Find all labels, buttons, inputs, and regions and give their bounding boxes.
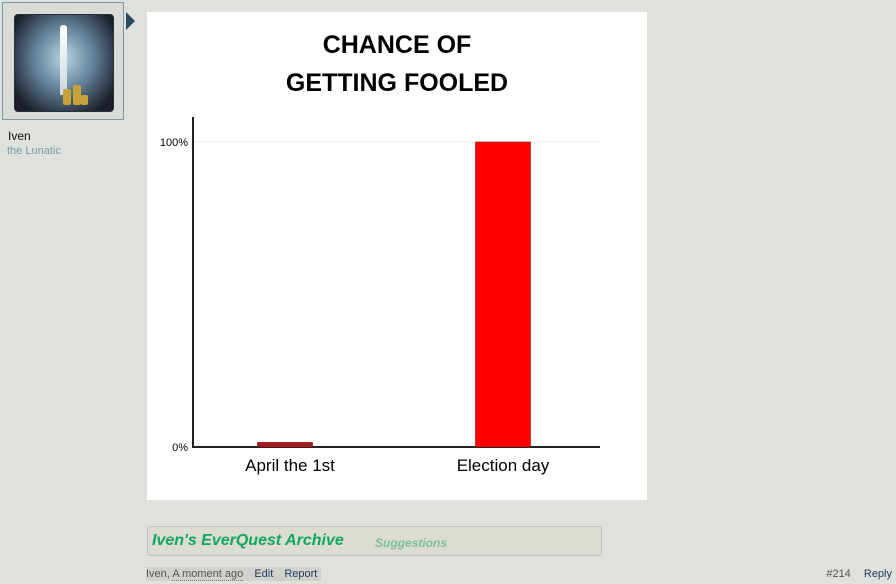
avatar-image (14, 14, 114, 112)
y-tick-label-100: 100% (160, 137, 188, 149)
chart-image: CHANCE OF GETTING FOOLED 100% 0% April t… (147, 12, 647, 500)
bar-chart: CHANCE OF GETTING FOOLED 100% 0% April t… (160, 31, 600, 475)
chart-title-line-1: CHANCE OF (323, 31, 472, 59)
post-author[interactable]: Iven, (146, 568, 170, 580)
suggestions-link[interactable]: Suggestions (375, 536, 448, 550)
signature-box: Iven's EverQuest Archive Suggestions (147, 526, 602, 556)
x-tick-label-election: Election day (457, 456, 550, 475)
report-link[interactable]: Report (284, 568, 318, 580)
bar-election-day (475, 141, 531, 448)
avatar[interactable] (2, 2, 124, 120)
post-number[interactable]: #214 (826, 568, 851, 580)
chart-title-line-2: GETTING FOOLED (286, 69, 508, 97)
post-time[interactable]: A moment ago (172, 568, 244, 581)
bar-april-the-1st (257, 442, 313, 448)
x-tick-label-april: April the 1st (245, 456, 335, 475)
sword-icon (60, 25, 67, 95)
reply-link[interactable]: Reply (863, 568, 892, 580)
y-tick-label-0: 0% (172, 442, 188, 454)
user-title: the Lunatic (7, 145, 61, 157)
post-meta: Iven, A moment ago Edit Report (146, 567, 321, 581)
username[interactable]: Iven (8, 129, 31, 143)
post-actions: #214 Reply (826, 567, 892, 581)
signature-title[interactable]: Iven's EverQuest Archive (152, 532, 344, 549)
edit-link[interactable]: Edit (254, 568, 274, 580)
post-pointer-arrow (126, 12, 135, 30)
